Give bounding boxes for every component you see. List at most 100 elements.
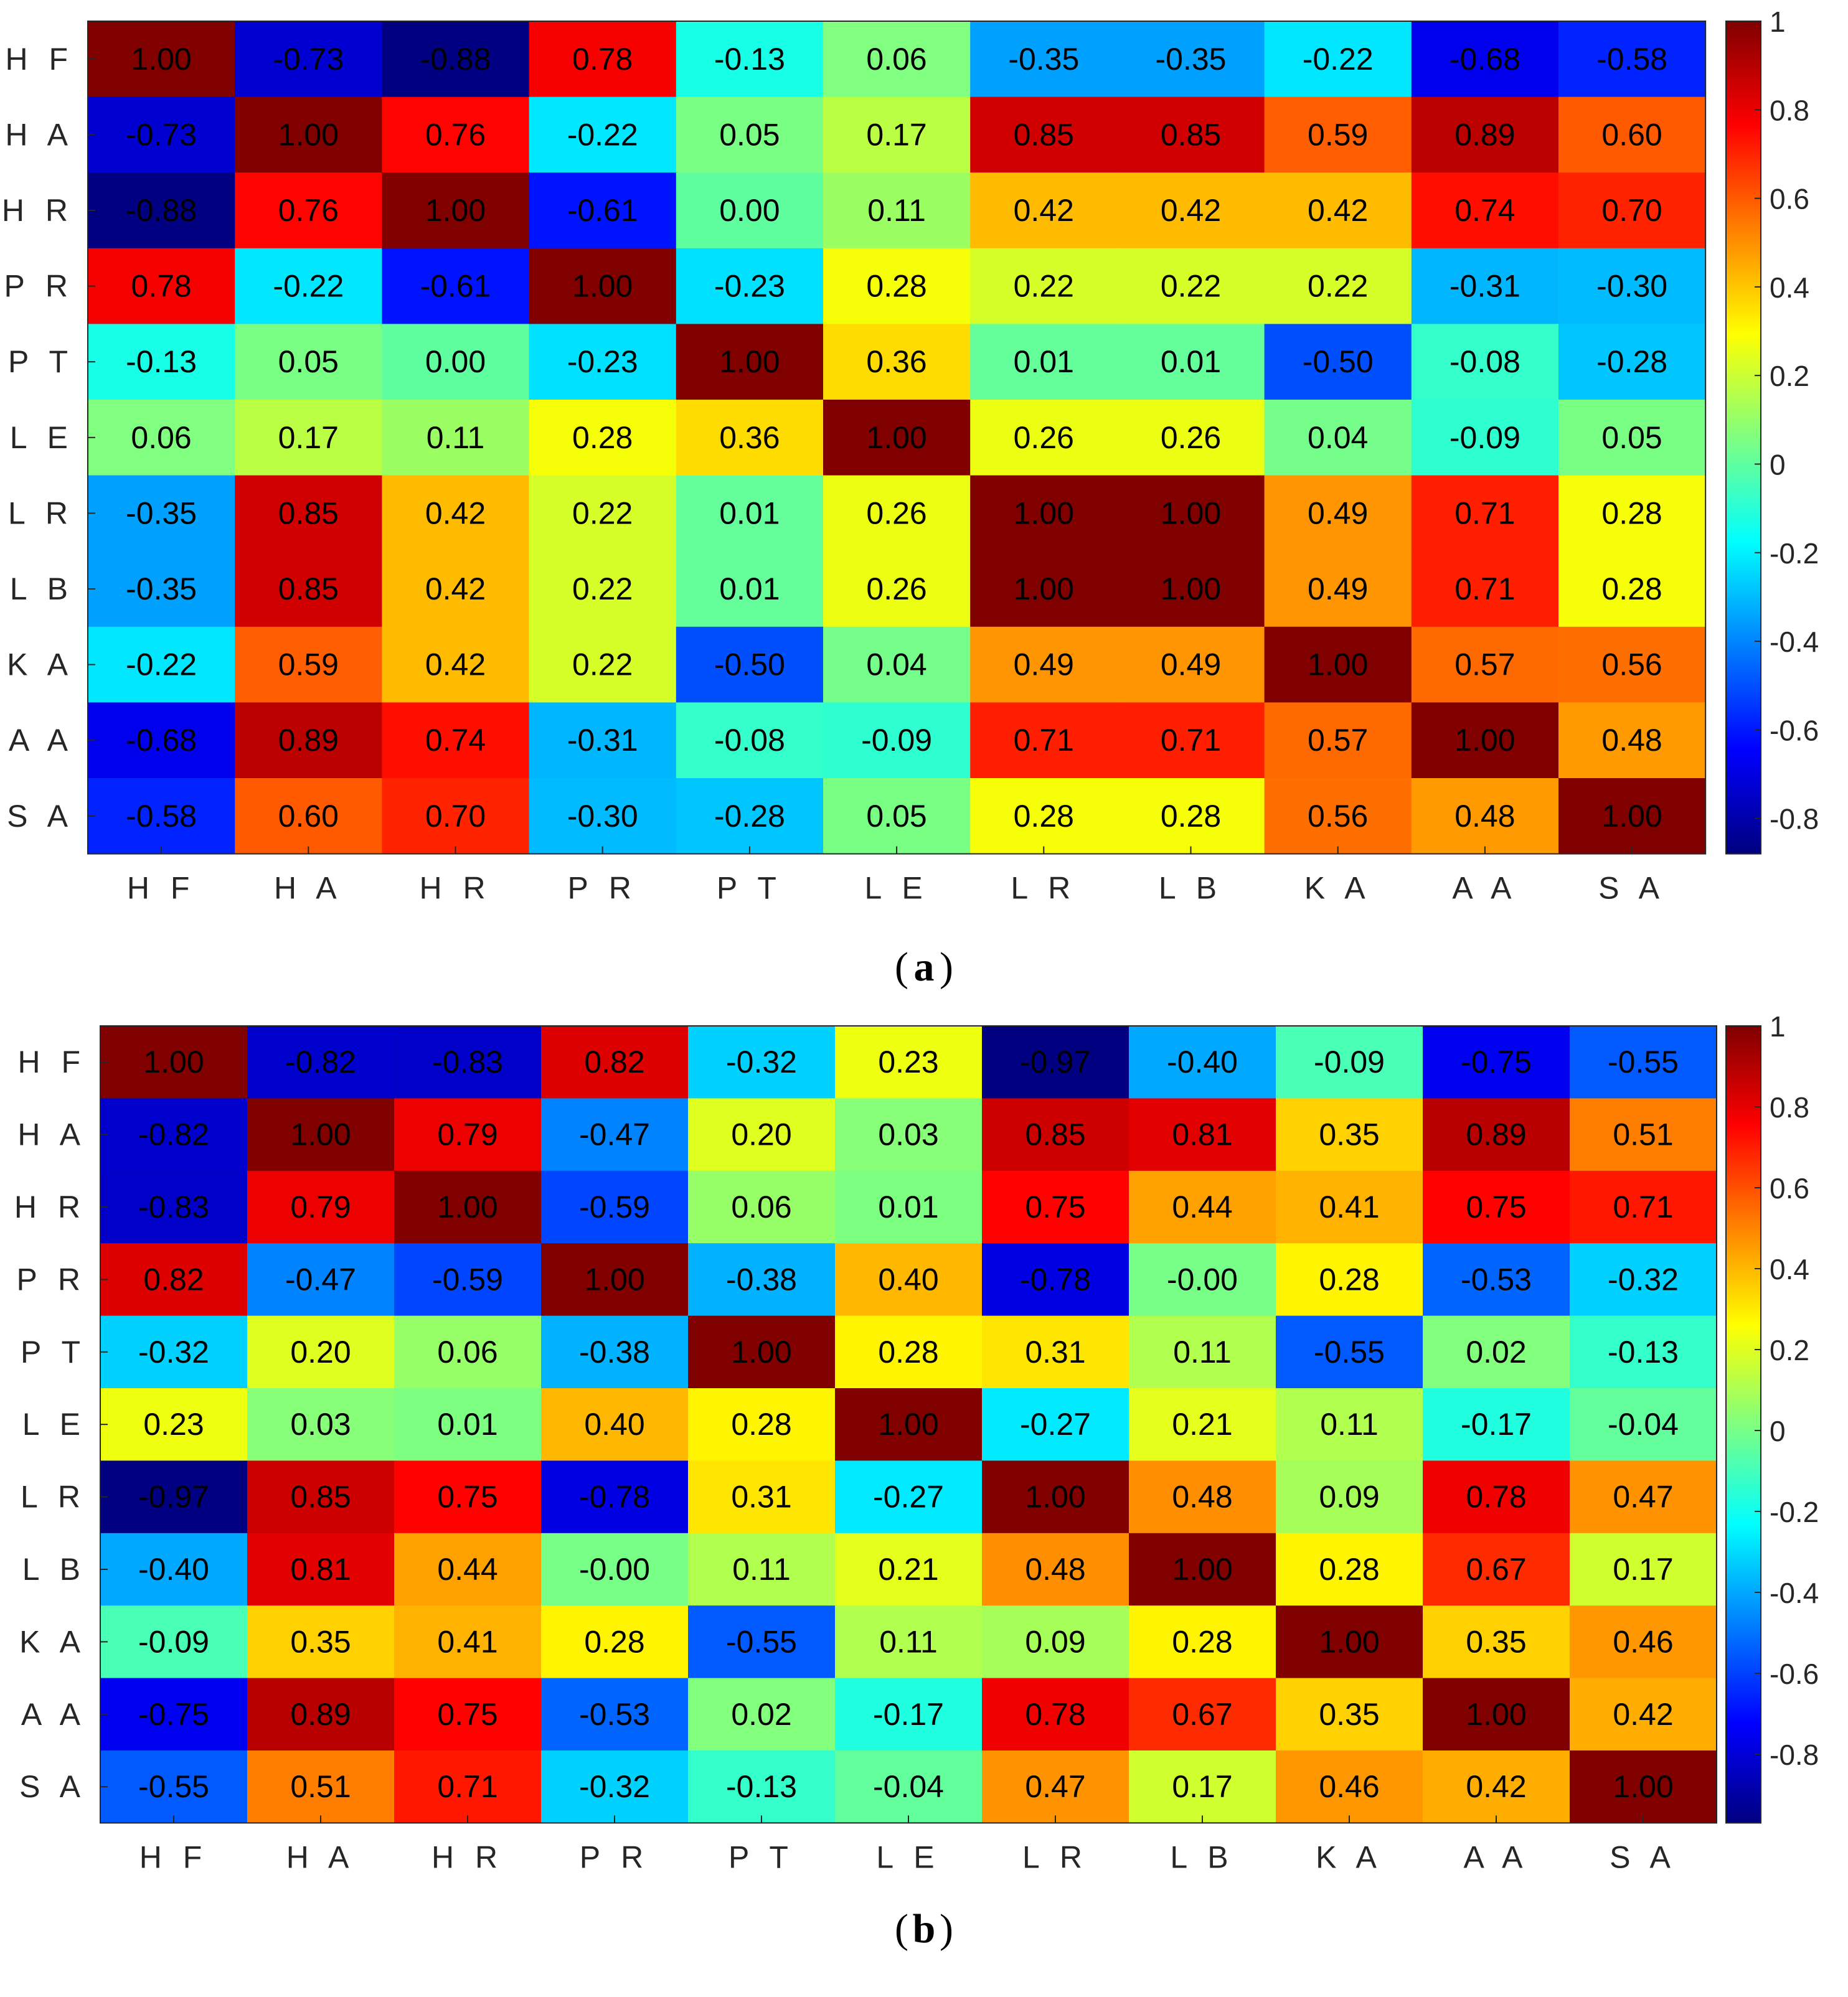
- cell-value-label: 0.26: [866, 571, 926, 606]
- cell-value-label: 0.28: [1014, 799, 1074, 834]
- cell-value-label: -0.08: [1450, 344, 1520, 379]
- x-tick-label: P R: [567, 871, 637, 906]
- heatmap-cell: [1411, 702, 1559, 779]
- cell-value-label: -0.27: [873, 1480, 944, 1515]
- cell-value-label: 0.23: [143, 1407, 204, 1442]
- cell-value-label: -0.50: [1303, 344, 1374, 379]
- heatmap-cell: [688, 1243, 836, 1317]
- heatmap-cell: [835, 1315, 983, 1389]
- caption-open-paren: (: [895, 944, 908, 990]
- colorbar-tick-label: -0.2: [1770, 537, 1819, 570]
- heatmap-cell: [1117, 324, 1265, 400]
- heatmap-cell: [100, 1170, 248, 1244]
- cell-value-label: -0.83: [432, 1045, 503, 1079]
- heatmap-cell: [235, 400, 382, 476]
- heatmap-cell: [382, 551, 530, 627]
- cell-value-label: -0.22: [273, 269, 344, 304]
- cell-value-label: -0.82: [285, 1045, 356, 1079]
- colorbar-tick-label: 1: [1770, 1010, 1786, 1043]
- heatmap-cell: [394, 1533, 542, 1606]
- heatmap-cell: [676, 400, 824, 476]
- heatmap-cell: [235, 172, 382, 249]
- cell-value-label: 0.22: [1014, 269, 1074, 304]
- cell-value-label: -0.17: [873, 1697, 944, 1732]
- heatmap-cell: [235, 702, 382, 779]
- heatmap-cell: [970, 475, 1118, 552]
- cell-value-label: 0.81: [290, 1552, 351, 1587]
- heatmap-cell: [1276, 1750, 1423, 1823]
- cell-value-label: 0.28: [1601, 496, 1662, 530]
- heatmap-cell: [1276, 1315, 1423, 1389]
- heatmap-cell: [823, 778, 971, 855]
- heatmap-cell: [541, 1533, 689, 1606]
- heatmap-cell: [823, 21, 971, 98]
- x-tick-label: P R: [580, 1840, 649, 1874]
- y-tick-label: L B: [22, 1552, 87, 1587]
- panel-caption: (a): [895, 944, 953, 990]
- heatmap-cell: [382, 475, 530, 552]
- heatmap-cell: [88, 248, 235, 324]
- heatmap-cell: [676, 96, 824, 173]
- heatmap-cell: [835, 1026, 983, 1099]
- heatmap-cell: [88, 702, 235, 779]
- cell-value-label: 0.67: [1172, 1697, 1232, 1732]
- colorbar-tick-label: 0.6: [1770, 183, 1809, 215]
- cell-value-label: 0.03: [878, 1117, 938, 1152]
- heatmap-cell: [1411, 626, 1559, 703]
- heatmap-cell: [529, 400, 677, 476]
- cell-value-label: 0.03: [290, 1407, 351, 1442]
- cell-value-label: -0.55: [138, 1769, 209, 1804]
- heatmap-cell: [970, 400, 1118, 476]
- cell-value-label: -0.73: [126, 117, 197, 152]
- caption-close-paren: ): [940, 1906, 953, 1952]
- cell-value-label: 1.00: [1161, 496, 1221, 530]
- heatmap-cell: [247, 1533, 395, 1606]
- heatmap-cell: [1129, 1315, 1276, 1389]
- heatmap-cell: [688, 1678, 836, 1751]
- heatmap-cell: [1411, 475, 1559, 552]
- cell-value-label: -0.22: [126, 647, 197, 682]
- y-tick-label: L R: [8, 496, 74, 530]
- heatmap-cell: [835, 1533, 983, 1606]
- cell-value-label: 0.06: [731, 1190, 791, 1224]
- cell-value-label: -0.09: [1314, 1045, 1385, 1079]
- cell-value-label: 0.31: [1025, 1335, 1085, 1370]
- heatmap-cell: [835, 1678, 983, 1751]
- cell-value-label: -0.68: [126, 723, 197, 758]
- cell-value-label: 0.00: [425, 344, 486, 379]
- cell-value-label: -0.53: [579, 1697, 650, 1732]
- heatmap-cell: [529, 702, 677, 779]
- x-tick-label: H F: [127, 871, 196, 906]
- heatmap-cell: [88, 626, 235, 703]
- heatmap-cell: [1423, 1170, 1570, 1244]
- x-tick-label: H F: [139, 1840, 209, 1874]
- cell-value-label: 0.48: [1601, 723, 1662, 758]
- heatmap-cell: [247, 1605, 395, 1679]
- heatmap-cell: [1570, 1170, 1717, 1244]
- cell-value-label: 0.75: [437, 1697, 497, 1732]
- cell-value-label: 0.46: [1613, 1624, 1673, 1659]
- panel-caption: (b): [895, 1906, 953, 1952]
- cell-value-label: 0.78: [572, 42, 633, 77]
- heatmap-cell: [1423, 1533, 1570, 1606]
- colorbar-tick-label: -0.4: [1770, 626, 1819, 658]
- heatmap-cell: [1276, 1460, 1423, 1534]
- cell-value-label: 0.42: [1308, 193, 1368, 228]
- cell-value-label: 0.75: [437, 1480, 497, 1515]
- heatmap-cell: [688, 1460, 836, 1534]
- heatmap-cell: [1129, 1388, 1276, 1461]
- heatmap-cell: [823, 475, 971, 552]
- cell-value-label: -0.09: [138, 1624, 209, 1659]
- cell-value-label: 0.48: [1454, 799, 1515, 834]
- heatmap-cell: [100, 1098, 248, 1172]
- heatmap-cell: [88, 324, 235, 400]
- colorbar-tick-label: -0.6: [1770, 714, 1819, 746]
- heatmap-cell: [823, 248, 971, 324]
- cell-value-label: 1.00: [719, 344, 780, 379]
- heatmap-cell: [982, 1533, 1129, 1606]
- cell-value-label: -0.38: [579, 1335, 650, 1370]
- heatmap-cell: [541, 1605, 689, 1679]
- panel-label: a: [914, 944, 935, 990]
- heatmap-cell: [382, 21, 530, 98]
- cell-value-label: -0.35: [1156, 42, 1227, 77]
